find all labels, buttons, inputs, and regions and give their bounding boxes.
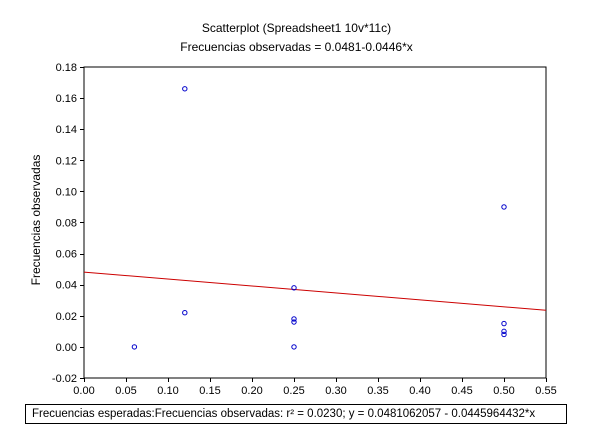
y-tick-label: 0.04 [56, 280, 77, 292]
chart-subtitle: Frecuencias observadas = 0.0481-0.0446*x [180, 40, 413, 54]
regression-line [83, 271, 547, 311]
y-tick-label: -0.02 [52, 373, 77, 385]
y-axis-label: Frecuencias observadas [29, 154, 43, 286]
x-tick-label: 0.15 [199, 385, 220, 397]
x-tick-label: 0.30 [325, 385, 346, 397]
data-point [501, 204, 507, 210]
x-tick-label: 0.05 [115, 385, 136, 397]
x-tick-label: 0.50 [493, 385, 514, 397]
y-tick-label: 0.08 [56, 218, 77, 230]
x-tick-label: 0.10 [157, 385, 178, 397]
data-point [501, 320, 507, 327]
data-point [501, 331, 507, 338]
y-tick-label: 0.18 [56, 62, 77, 74]
x-tick-label: 0.35 [367, 385, 388, 397]
y-tick-label: 0.14 [56, 124, 77, 136]
x-tick-label: 0.40 [409, 385, 430, 397]
x-tick-label: 0.55 [535, 385, 556, 397]
y-tick-label: 0.12 [56, 155, 77, 167]
plot-frame [83, 66, 547, 379]
data-point [291, 316, 297, 322]
data-point [501, 328, 507, 335]
y-tick-label: 0.00 [56, 342, 77, 354]
y-tick-label: 0.16 [56, 93, 77, 105]
data-point [291, 344, 297, 350]
data-point [182, 86, 188, 92]
x-tick-label: 0.00 [73, 385, 94, 397]
x-tick-label: 0.45 [451, 385, 472, 397]
data-point [182, 309, 188, 316]
data-point [131, 344, 138, 350]
data-point [291, 319, 297, 325]
y-tick-label: 0.10 [56, 186, 77, 198]
chart-title: Scatterplot (Spreadsheet1 10v*11c) [201, 21, 392, 35]
data-point [291, 285, 297, 291]
y-tick-label: 0.02 [56, 311, 77, 323]
regression-footer: Frecuencias esperadas:Frecuencias observ… [25, 404, 567, 424]
x-tick-label: 0.25 [283, 385, 304, 397]
y-tick-label: 0.06 [56, 249, 77, 261]
x-tick-label: 0.20 [241, 385, 262, 397]
